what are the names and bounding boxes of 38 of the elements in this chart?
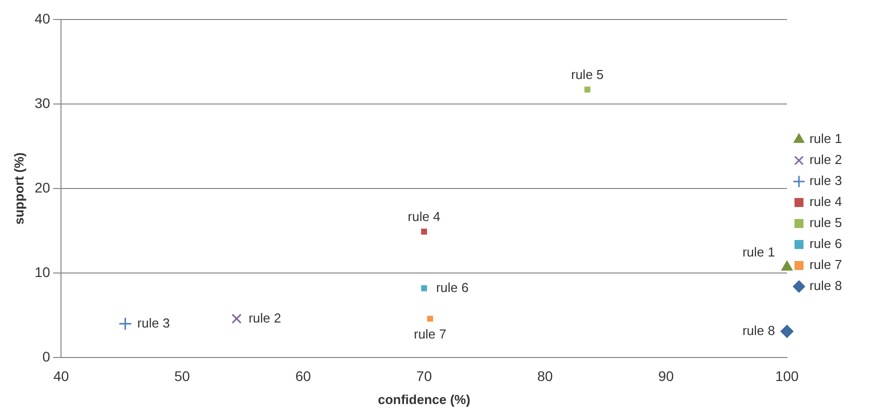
text: rule 3 [137, 315, 170, 330]
legend-label: rule 8 [809, 278, 842, 294]
x-tick-label: 90 [658, 368, 674, 384]
text: rule 7 [414, 326, 446, 342]
text: rule 4 [408, 209, 440, 224]
legend-label: rule 3 [809, 173, 842, 188]
text: rule 2 [248, 310, 282, 326]
legend-label: rule 5 [809, 215, 842, 230]
text: rule 6 [436, 280, 469, 295]
y-tick-label: 0 [42, 348, 50, 364]
point [584, 86, 590, 93]
y-tick-label: 30 [34, 94, 50, 111]
x-axis-title: confidence (%) [378, 392, 470, 407]
legend-label: rule 2 [809, 152, 842, 168]
text: rule 1 [742, 244, 775, 260]
x-tick-label: 40 [53, 368, 70, 384]
point [232, 314, 242, 324]
x-tick-label: 80 [537, 368, 554, 384]
y-tick-label: 20 [34, 179, 50, 196]
y-tick-label: 10 [34, 264, 50, 280]
text: rule 8 [742, 322, 775, 338]
legend-label: rule 4 [809, 194, 842, 210]
point [781, 260, 793, 271]
point [421, 285, 428, 292]
legend-label: rule 1 [809, 131, 842, 146]
x-tick-label: 100 [775, 368, 799, 384]
point [427, 316, 434, 322]
point [780, 324, 794, 338]
legend-label: rule 6 [809, 236, 842, 252]
x-tick-label: 60 [295, 368, 312, 384]
point [118, 317, 132, 331]
x-tick-label: 50 [174, 368, 190, 384]
y-axis-title: support (%) [11, 152, 26, 225]
x-tick-label: 70 [416, 368, 432, 384]
legend-label: rule 7 [809, 257, 842, 272]
text: rule 5 [571, 67, 604, 82]
y-tick-label: 40 [34, 10, 50, 26]
point [421, 228, 428, 235]
